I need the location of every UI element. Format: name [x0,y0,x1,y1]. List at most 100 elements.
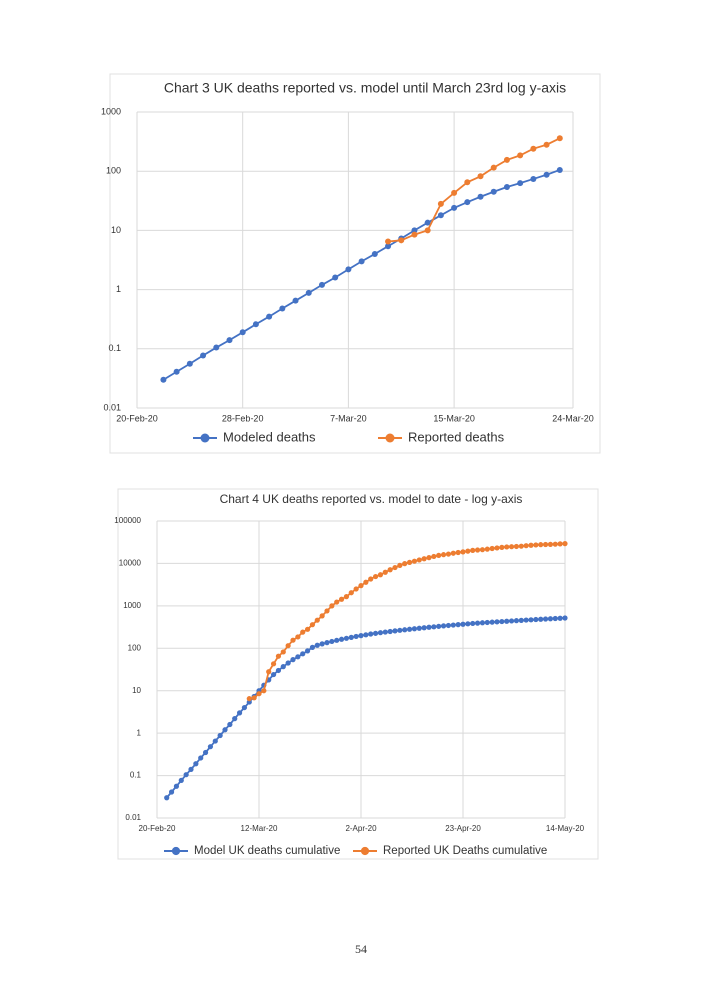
legend-label: Reported deaths [408,429,505,444]
x-tick-label: 15-Mar-20 [433,413,475,423]
y-tick-label: 100 [128,643,142,652]
data-point [542,616,549,622]
data-point [377,630,384,636]
data-point [411,626,418,632]
data-point [236,710,243,716]
data-point [338,636,345,642]
data-point [455,622,461,628]
data-point [562,615,568,621]
chart-title: Chart 4 UK deaths reported vs. model to … [220,492,523,506]
data-point [304,648,311,654]
data-point [372,573,379,580]
data-point [252,321,259,328]
data-point [300,651,306,657]
data-point [484,619,490,626]
data-point [256,691,262,697]
data-point [186,360,193,367]
legend-marker [385,433,395,443]
data-point [382,629,388,635]
y-tick-label: 0.01 [125,813,141,822]
data-point [314,617,320,623]
data-point [226,337,233,344]
y-tick-label: 0.01 [103,402,121,412]
data-point [332,274,339,281]
x-tick-label: 20-Feb-20 [116,413,158,423]
data-point [334,637,340,643]
x-tick-label: 12-Mar-20 [241,824,278,833]
data-point [387,567,393,573]
data-point [353,633,359,640]
data-point [198,755,204,761]
data-point [305,289,312,296]
data-point [470,620,476,627]
data-point [464,199,471,206]
data-point [217,732,223,739]
data-point [543,141,550,148]
series-line [387,137,561,243]
data-point [489,545,495,552]
data-point [319,641,325,647]
data-point [275,653,282,659]
data-point [241,704,248,711]
page-number: 54 [355,942,367,956]
data-point [436,552,442,558]
data-point [385,238,392,245]
data-point [338,596,345,602]
data-point [533,542,539,548]
y-tick-label: 1000 [123,601,141,610]
data-point [411,558,418,564]
data-point [402,561,408,567]
data-point [517,152,524,159]
data-point [168,789,175,795]
data-point [474,547,481,553]
data-point [518,617,524,623]
data-point [484,546,490,552]
data-point [464,179,471,186]
data-point [372,630,379,636]
data-point [470,547,476,553]
data-point [275,667,282,674]
data-point [450,550,456,556]
data-point [239,329,246,336]
data-point [440,623,447,629]
data-point [295,654,301,660]
y-tick-label: 1 [137,728,142,737]
data-point [528,617,534,623]
data-point [490,164,497,171]
legend-label: Model UK deaths cumulative [194,845,340,857]
data-point [385,243,392,250]
data-point [324,640,330,646]
x-tick-label: 20-Feb-20 [139,824,176,833]
y-tick-label: 10 [132,686,141,695]
data-point [290,657,296,663]
data-point [518,543,524,549]
y-tick-label: 100000 [114,516,141,525]
data-point [424,219,431,226]
data-point [477,173,484,180]
data-point [178,777,184,783]
data-point [538,542,544,548]
series-line [162,169,561,381]
data-point [494,545,500,551]
data-point [542,541,549,548]
data-point [426,555,432,561]
data-point [270,661,277,667]
data-point [345,266,352,273]
data-point [266,313,273,320]
data-point [552,615,558,622]
data-point [465,621,471,627]
legend-label: Modeled deaths [223,429,316,444]
x-tick-label: 7-Mar-20 [330,413,367,423]
data-point [513,618,520,624]
data-point [436,623,442,629]
data-point [445,622,452,629]
data-point [411,231,418,238]
data-point [348,590,354,596]
data-point [270,671,277,678]
data-point [329,603,335,609]
data-point [503,184,510,191]
data-point [421,625,427,631]
data-point [547,616,554,622]
data-point [280,664,286,670]
